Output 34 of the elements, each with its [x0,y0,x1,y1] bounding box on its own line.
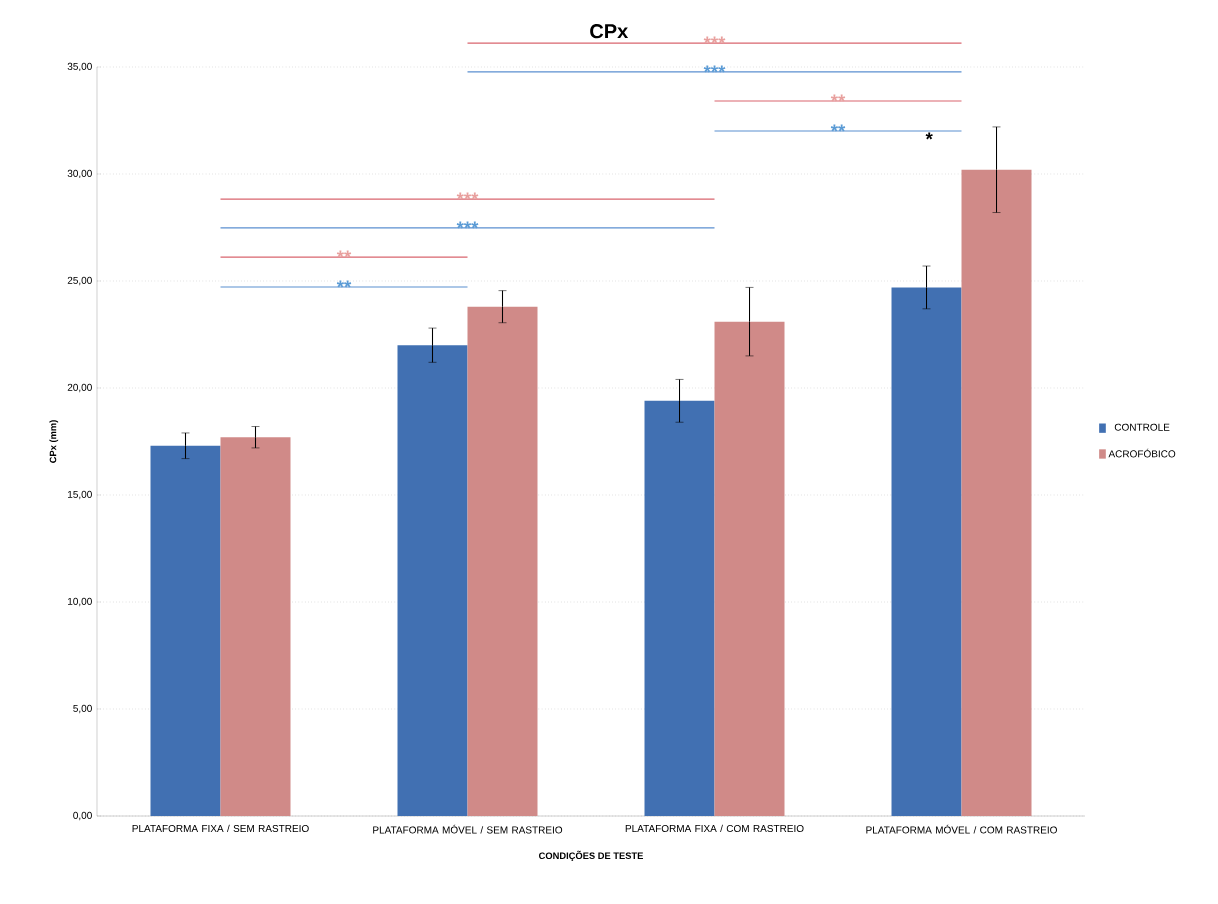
x-tick-label: PLATAFORMA MÓVEL / SEM RASTREIO [373,824,563,834]
y-tick-label: 0,00 [73,811,92,821]
legend-label: CONTROLE [1114,423,1170,431]
y-tick-label: 35,00 [67,62,92,72]
text: *** [703,36,726,44]
bar [714,321,785,816]
bar [150,445,221,816]
legend-label: ACROFÓBICO [1108,448,1176,458]
x-tick-label: PLATAFORMA FIXA / COM RASTREIO [625,824,804,833]
y-tick-label: 10,00 [68,597,92,607]
bar [891,287,962,816]
x-axis-title: CONDIÇÕES DE TESTE [539,850,643,861]
annotation: ** [336,250,352,258]
bar [397,345,468,816]
annotation: ** [830,94,846,102]
y-axis-title: CPx (mm) [49,420,59,463]
annotation: *** [456,221,479,229]
bar [961,169,1032,816]
bar [644,400,715,816]
y-tick-label: 5,00 [73,704,92,714]
annotation: * [925,132,933,140]
annotation: *** [703,65,726,73]
y-tick-label: 25,00 [67,276,92,286]
annotation: ** [336,280,352,288]
bar [220,437,291,816]
bar [467,306,538,816]
y-tick-label: 20,00 [67,383,92,393]
x-tick-label: PLATAFORMA MÓVEL / COM RASTREIO [866,824,1057,834]
y-tick-label: 30,00 [67,169,92,179]
x-tick-label: PLATAFORMA FIXA / SEM RASTREIO [132,824,309,833]
annotation: ** [830,124,846,132]
annotation: *** [456,192,479,200]
chart-title: CPx [590,24,629,39]
y-tick-label: 15,00 [68,490,92,500]
